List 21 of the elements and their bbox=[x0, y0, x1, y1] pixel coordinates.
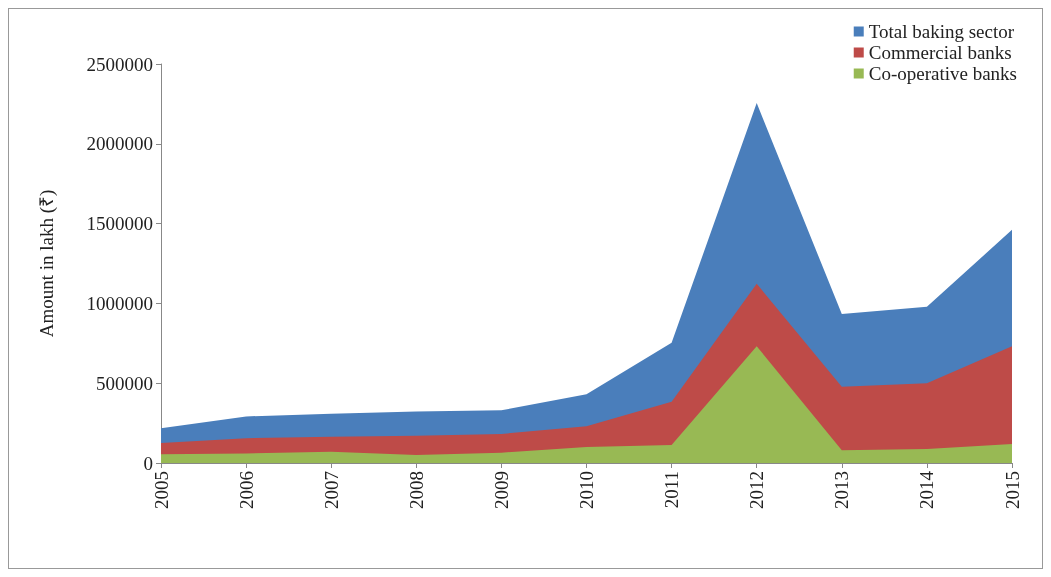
x-tick-label: 2012 bbox=[746, 471, 768, 509]
y-axis-title: Amount in lakh (₹) bbox=[36, 189, 58, 338]
legend-label: Co-operative banks bbox=[868, 63, 1017, 84]
x-tick-label: 2015 bbox=[1001, 471, 1023, 509]
x-tick-label: 2006 bbox=[235, 471, 257, 509]
x-tick-label: 2011 bbox=[661, 471, 683, 509]
y-tick-label: 500000 bbox=[96, 372, 153, 394]
x-tick-label: 2008 bbox=[405, 471, 427, 509]
x-tick-label: 2005 bbox=[150, 471, 172, 509]
y-tick-label: 0 bbox=[143, 452, 153, 474]
y-tick-label: 1500000 bbox=[86, 213, 153, 235]
x-tick-label: 2010 bbox=[576, 471, 597, 509]
y-tick-label: 1000000 bbox=[86, 292, 153, 314]
x-tick-label: 2013 bbox=[831, 471, 853, 509]
legend-label: Total baking sector bbox=[868, 21, 1015, 42]
y-tick-label: 2000000 bbox=[86, 133, 153, 155]
legend-label: Commercial banks bbox=[868, 42, 1012, 63]
y-tick-label: 2500000 bbox=[86, 53, 153, 75]
x-tick-label: 2009 bbox=[490, 471, 512, 509]
x-tick-label: 2007 bbox=[320, 471, 342, 509]
x-tick-label: 2014 bbox=[916, 470, 938, 509]
